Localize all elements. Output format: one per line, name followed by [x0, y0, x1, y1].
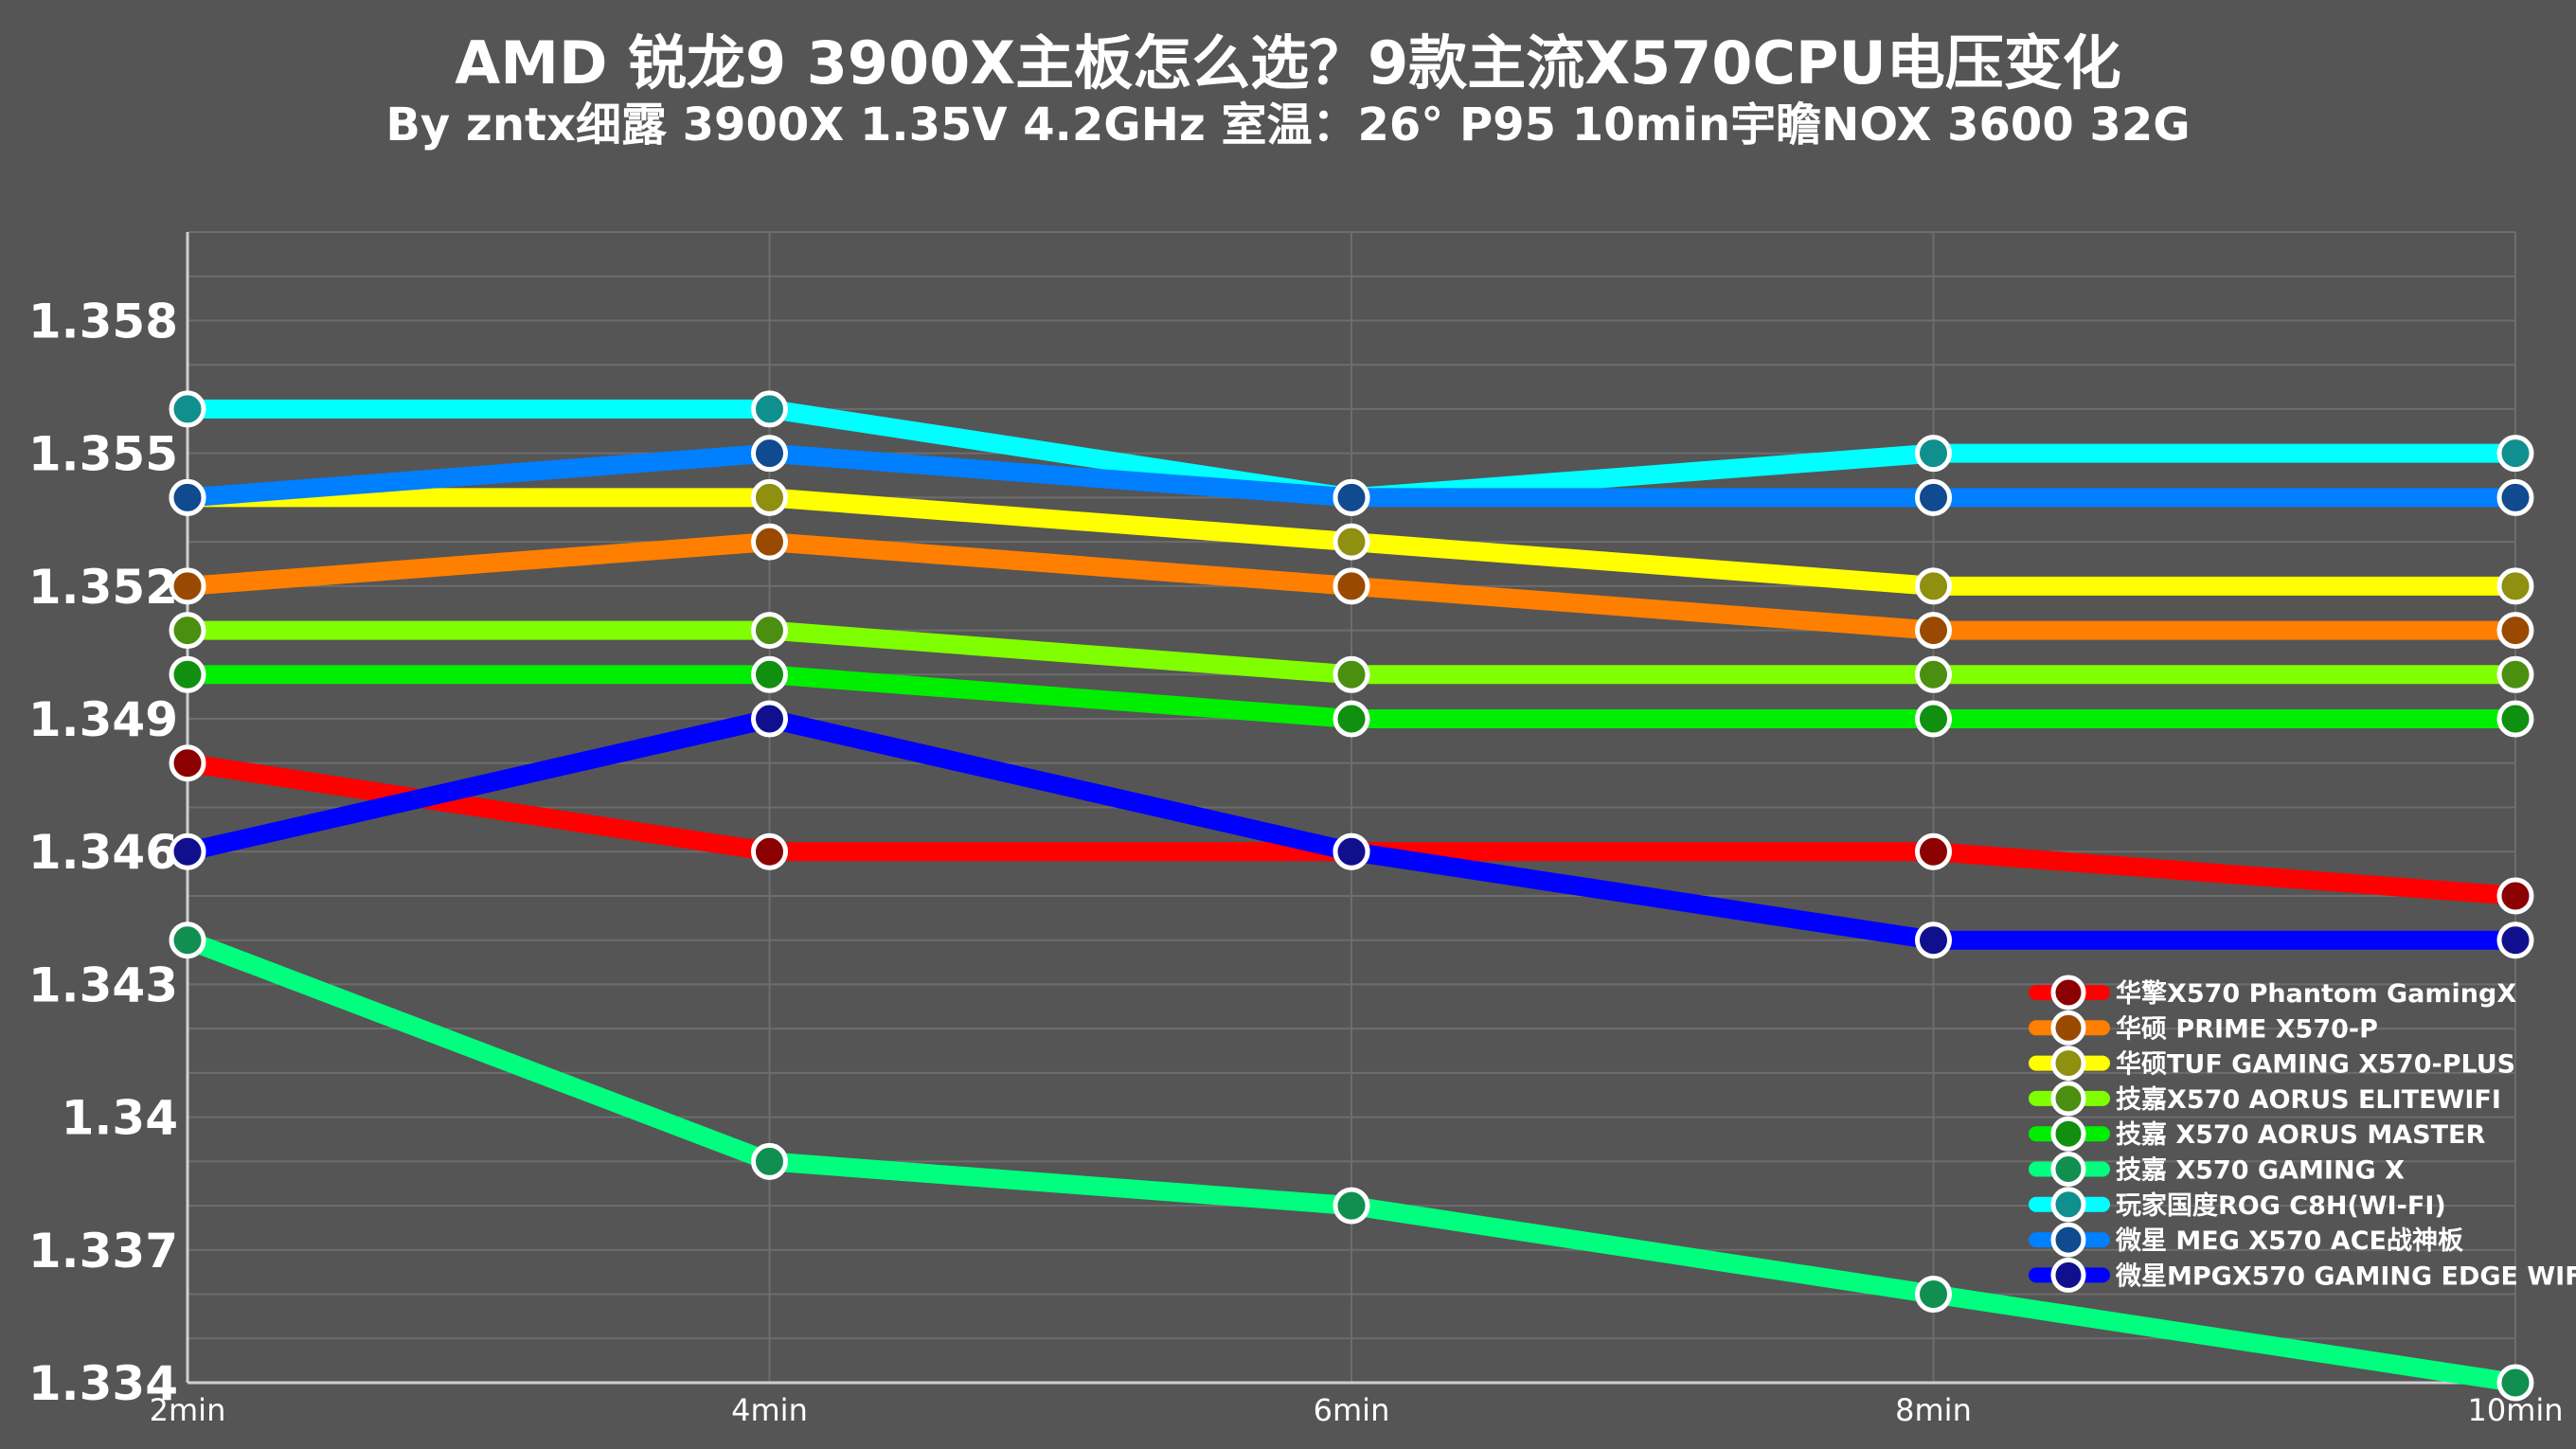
data-point: [1333, 478, 1370, 516]
data-point: [1915, 655, 1952, 693]
data-point: [1915, 435, 1952, 473]
legend-item: 微星 MEG X570 ACE战神板: [2029, 1222, 2463, 1258]
data-point: [169, 478, 206, 516]
legend-label: 技嘉 X570 AORUS MASTER: [2116, 1120, 2485, 1150]
legend-label: 华硕TUF GAMING X570-PLUS: [2116, 1049, 2515, 1080]
legend-swatch-marker: [2050, 1187, 2086, 1223]
legend-label: 技嘉X570 AORUS ELITEWIFI: [2116, 1085, 2501, 1115]
data-point: [751, 655, 788, 693]
legend-item: 技嘉X570 AORUS ELITEWIFI: [2029, 1081, 2501, 1117]
data-point: [169, 921, 206, 959]
y-tick-label: 1.34: [62, 1091, 178, 1146]
data-point: [1915, 478, 1952, 516]
data-point: [2496, 921, 2534, 959]
x-tick-label: 2min: [150, 1392, 226, 1428]
legend-label: 微星 MEG X570 ACE战神板: [2115, 1226, 2463, 1256]
data-point: [751, 435, 788, 473]
legend-swatch-marker: [2050, 1222, 2086, 1258]
data-point: [2496, 435, 2534, 473]
data-point: [2496, 700, 2534, 738]
y-tick-label: 1.343: [28, 957, 178, 1012]
y-tick-label: 1.355: [28, 427, 178, 482]
data-point: [751, 612, 788, 650]
y-tick-label: 1.334: [28, 1356, 178, 1411]
y-tick-label: 1.337: [28, 1224, 178, 1279]
data-point: [169, 612, 206, 650]
legend-label: 技嘉 X570 GAMING X: [2116, 1156, 2405, 1186]
data-point: [1915, 612, 1952, 650]
data-point: [1333, 700, 1370, 738]
legend-label: 华硕 PRIME X570-P: [2116, 1013, 2378, 1044]
x-tick-label: 6min: [1314, 1392, 1390, 1428]
legend-swatch-marker: [2050, 1116, 2086, 1152]
x-axis-tick-labels: 2min 4min 6min 8min 10min: [150, 1392, 2564, 1428]
data-point: [751, 832, 788, 870]
legend-swatch-marker: [2050, 1257, 2086, 1293]
y-tick-label: 1.358: [28, 294, 178, 349]
legend-label: 微星MPGX570 GAMING EDGE WIFI: [2115, 1261, 2576, 1291]
y-axis-tick-labels: 1.334 1.337 1.34 1.343 1.346 1.349 1.352 1.355 1…: [28, 294, 178, 1411]
legend-item: 华擎X570 Phantom GamingX: [2029, 975, 2516, 1011]
legend: 华擎X570 Phantom GamingX 华硕 PRIME X570-P 华硕T…: [2029, 975, 2576, 1293]
series-markers: [169, 390, 2534, 1402]
data-point: [2496, 567, 2534, 605]
data-point: [1915, 567, 1952, 605]
data-point: [2496, 655, 2534, 693]
data-point: [1333, 523, 1370, 561]
data-point: [751, 523, 788, 561]
legend-label: 华擎X570 Phantom GamingX: [2116, 978, 2516, 1009]
data-point: [169, 567, 206, 605]
legend-swatch-marker: [2050, 1152, 2086, 1187]
data-point: [1333, 832, 1370, 870]
data-point: [2496, 1364, 2534, 1402]
data-point: [1915, 700, 1952, 738]
data-point: [751, 700, 788, 738]
data-point: [1333, 567, 1370, 605]
legend-swatch-marker: [2050, 1046, 2086, 1082]
legend-item: 玩家国度ROG C8H(WI-FI): [2029, 1187, 2446, 1223]
chart-subtitle: By zntx细露 3900X 1.35V 4.2GHz 室温：26° P95 …: [385, 98, 2190, 152]
legend-swatch-marker: [2050, 1010, 2086, 1046]
data-point: [169, 832, 206, 870]
data-point: [751, 478, 788, 516]
x-tick-label: 8min: [1895, 1392, 1972, 1428]
data-point: [1333, 1187, 1370, 1225]
data-point: [1333, 655, 1370, 693]
legend-swatch-marker: [2050, 975, 2086, 1011]
data-point: [1915, 1276, 1952, 1314]
data-point: [2496, 478, 2534, 516]
chart-title: AMD 锐龙9 3900X主板怎么选？9款主流X570CPU电压变化: [455, 28, 2120, 98]
data-point: [1915, 832, 1952, 870]
data-point: [1915, 921, 1952, 959]
data-point: [2496, 612, 2534, 650]
legend-item: 技嘉 X570 AORUS MASTER: [2029, 1116, 2485, 1152]
legend-item: 华硕 PRIME X570-P: [2029, 1010, 2378, 1046]
data-point: [169, 744, 206, 782]
data-point: [751, 390, 788, 428]
legend-item: 技嘉 X570 GAMING X: [2029, 1152, 2405, 1187]
legend-swatch-marker: [2050, 1081, 2086, 1117]
data-point: [751, 1142, 788, 1180]
data-point: [169, 655, 206, 693]
data-point: [169, 390, 206, 428]
y-tick-label: 1.352: [28, 560, 178, 615]
x-tick-label: 4min: [731, 1392, 808, 1428]
data-point: [2496, 877, 2534, 915]
y-tick-label: 1.349: [28, 692, 178, 747]
legend-label: 玩家国度ROG C8H(WI-FI): [2116, 1190, 2446, 1221]
legend-item: 微星MPGX570 GAMING EDGE WIFI: [2029, 1257, 2576, 1293]
y-tick-label: 1.346: [28, 825, 178, 880]
legend-item: 华硕TUF GAMING X570-PLUS: [2029, 1046, 2515, 1082]
